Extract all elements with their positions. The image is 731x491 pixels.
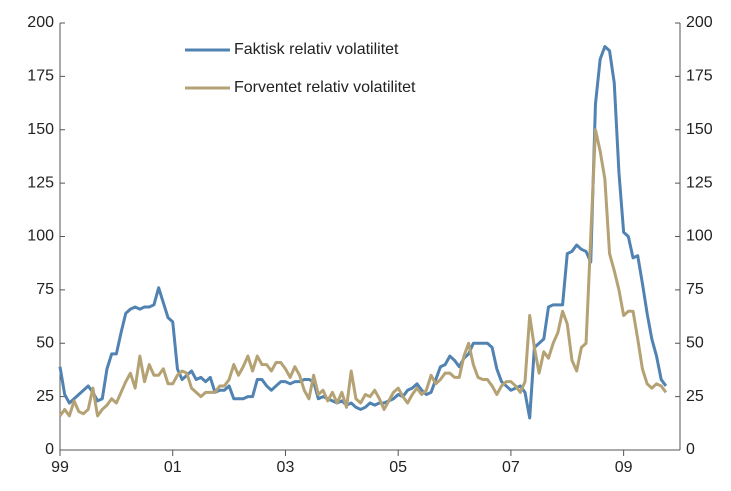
y2-tick-label: 100	[686, 228, 713, 245]
series-line	[58, 44, 668, 420]
y2-tick-label: 150	[686, 121, 713, 138]
x-tick-label: 03	[277, 459, 295, 476]
x-tick-label: 05	[389, 459, 407, 476]
legend-label: Faktisk relativ volatilitet	[234, 41, 399, 58]
x-tick-label: 99	[51, 459, 69, 476]
y-tick-label: 175	[27, 68, 54, 85]
y2-tick-label: 200	[686, 14, 713, 31]
y-tick-label: 100	[27, 228, 54, 245]
x-tick-label: 01	[164, 459, 182, 476]
legend-label: Forventet relativ volatilitet	[234, 79, 416, 96]
x-tick-label: 07	[502, 459, 520, 476]
y-tick-label: 0	[45, 441, 54, 458]
y-tick-label: 50	[36, 334, 54, 351]
y2-tick-label: 175	[686, 68, 713, 85]
y2-tick-label: 0	[686, 441, 695, 458]
y-tick-label: 125	[27, 174, 54, 191]
y-tick-label: 25	[36, 388, 54, 405]
y2-tick-label: 50	[686, 334, 704, 351]
series-line	[58, 128, 668, 418]
y2-tick-label: 75	[686, 281, 704, 298]
y2-tick-label: 125	[686, 174, 713, 191]
y-tick-label: 75	[36, 281, 54, 298]
y2-tick-label: 25	[686, 388, 704, 405]
y-tick-label: 150	[27, 121, 54, 138]
x-tick-label: 09	[615, 459, 633, 476]
y-tick-label: 200	[27, 14, 54, 31]
